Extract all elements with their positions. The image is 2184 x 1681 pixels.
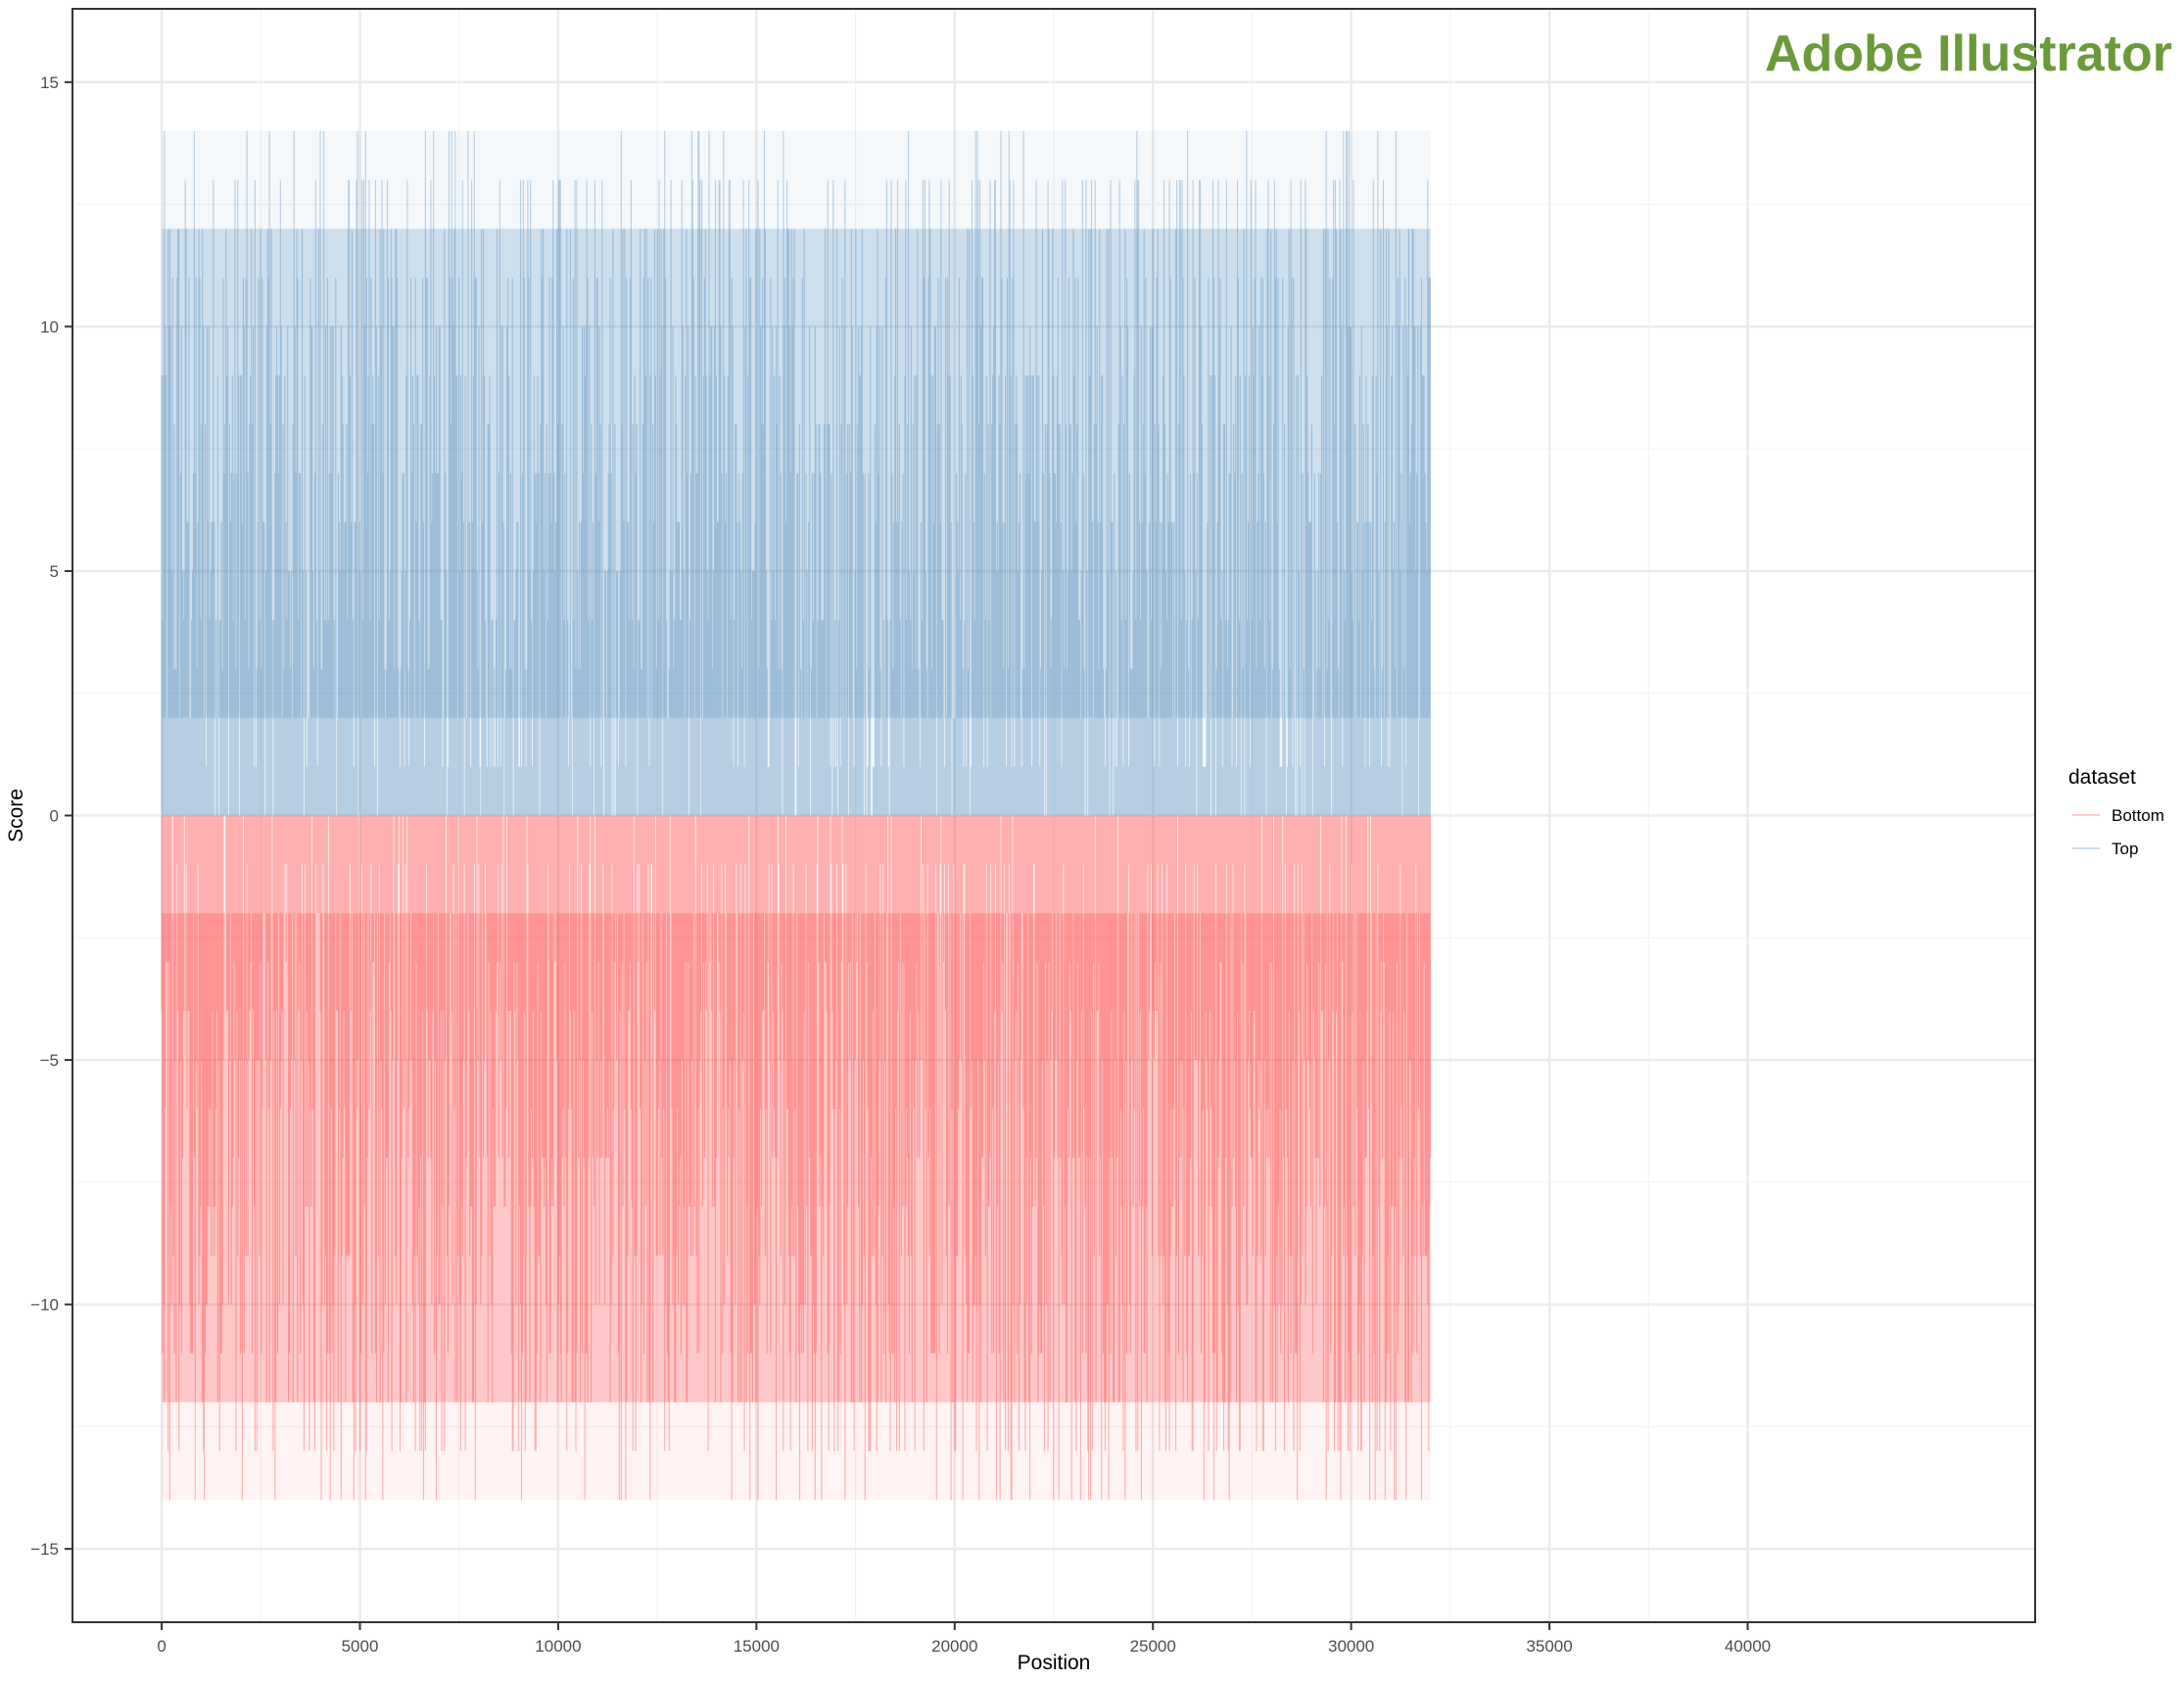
axes: 0 5000 10000 15000 20000 25000 30000 35000 40000… bbox=[30, 73, 1771, 1656]
x-tick-label: 30000 bbox=[1328, 1637, 1374, 1656]
series-line bbox=[161, 815, 1432, 1501]
series-line bbox=[161, 130, 1432, 816]
y-tick-label: −10 bbox=[30, 1296, 59, 1315]
series-top bbox=[161, 130, 1432, 816]
x-tick-label: 35000 bbox=[1526, 1637, 1572, 1656]
y-tick-label: 15 bbox=[40, 73, 59, 92]
y-tick-label: 5 bbox=[50, 562, 59, 581]
x-tick-label: 40000 bbox=[1725, 1637, 1771, 1656]
y-tick-label: −5 bbox=[40, 1051, 59, 1070]
series-extent bbox=[162, 815, 1431, 1501]
x-tick-label: 15000 bbox=[734, 1637, 780, 1656]
y-tick-label: 10 bbox=[40, 317, 59, 336]
x-axis-title: Position bbox=[1018, 1652, 1091, 1674]
legend-label: Bottom bbox=[2112, 806, 2164, 825]
legend-item-top: Top bbox=[2072, 840, 2138, 858]
y-tick-label: −15 bbox=[30, 1540, 59, 1559]
legend-title: dataset bbox=[2068, 766, 2136, 789]
legend-label: Top bbox=[2112, 840, 2138, 858]
y-tick-label: 0 bbox=[50, 807, 59, 826]
y-axis-title: Score bbox=[5, 789, 27, 842]
x-tick-label: 5000 bbox=[342, 1637, 379, 1656]
series-bottom bbox=[161, 815, 1432, 1501]
series-band bbox=[162, 228, 1431, 718]
grid bbox=[72, 9, 2035, 1622]
x-tick-label: 20000 bbox=[931, 1637, 977, 1656]
legend-item-bottom: Bottom bbox=[2072, 806, 2164, 825]
x-tick-label: 25000 bbox=[1130, 1637, 1176, 1656]
x-tick-label: 0 bbox=[157, 1637, 166, 1656]
x-tick-label: 10000 bbox=[535, 1637, 581, 1656]
legend: dataset Bottom Top bbox=[2068, 766, 2164, 858]
watermark-logo-text: Adobe Illustrator bbox=[1765, 25, 2172, 82]
data-layer bbox=[161, 130, 1432, 1501]
series-band bbox=[162, 913, 1431, 1403]
series-extent bbox=[162, 130, 1431, 816]
